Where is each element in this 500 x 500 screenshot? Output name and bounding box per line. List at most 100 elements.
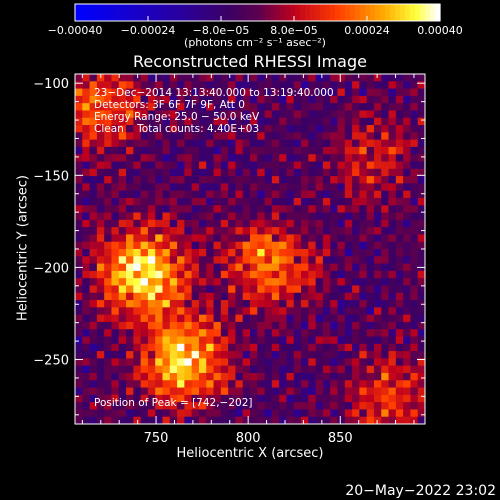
heatmap-cell [271,132,280,141]
heatmap-cell [220,314,229,323]
heatmap-cell [75,358,83,367]
heatmap-cell [381,132,389,141]
heatmap-cell [352,95,360,104]
heatmap-cell [75,146,83,155]
heatmap-cell [271,321,280,330]
heatmap-cell [308,416,317,425]
heatmap-cell [155,409,163,418]
heatmap-cell [417,285,426,294]
heatmap-cell [235,256,244,264]
heatmap-cell [250,197,258,206]
heatmap-cell [118,380,127,388]
heatmap-cell [388,292,397,301]
heatmap-cell [250,103,258,111]
heatmap-cell [147,81,156,89]
heatmap-cell [308,314,317,323]
heatmap-cell [242,125,251,133]
heatmap-cell [155,117,163,126]
heatmap-cell [89,241,98,250]
heatmap-cell [373,336,382,345]
heatmap-cell [381,161,389,170]
heatmap-cell [344,336,353,345]
heatmap-cell [169,74,178,82]
heatmap-cell [89,372,98,381]
heatmap-cell [155,110,163,119]
heatmap-cell [133,372,142,381]
heatmap-cell [403,270,411,279]
heatmap-cell [147,146,156,155]
heatmap-cell [126,314,134,323]
heatmap-cell [96,372,105,381]
heatmap-cell [213,358,222,367]
heatmap-cell [111,74,120,82]
colorbar-segment [200,4,206,21]
heatmap-cell [257,358,265,367]
heatmap-cell [206,227,214,235]
heatmap-cell [198,212,207,221]
heatmap-cell [344,380,353,388]
heatmap-cell [75,402,83,410]
heatmap-cell [271,125,280,133]
heatmap-cell [417,278,426,286]
heatmap-cell [191,329,200,337]
heatmap-cell [162,110,171,119]
heatmap-cell [82,95,90,104]
heatmap-cell [257,343,265,352]
heatmap-cell [89,270,98,279]
heatmap-cell [301,358,309,367]
heatmap-cell [147,117,156,126]
heatmap-cell [191,372,200,381]
heatmap-cell [177,314,185,323]
heatmap-cell [169,139,178,148]
heatmap-cell [373,256,382,264]
heatmap-cell [301,88,309,97]
heatmap-cell [322,365,331,374]
heatmap-cell [279,125,287,133]
heatmap-cell [301,125,309,133]
heatmap-cell [228,314,236,323]
heatmap-cell [381,402,389,410]
heatmap-cell [213,402,222,410]
heatmap-cell [96,402,105,410]
heatmap-cell [147,365,156,374]
heatmap-cell [264,234,273,243]
heatmap-cell [75,183,83,192]
heatmap-cell [228,380,236,388]
heatmap-cell [250,125,258,133]
heatmap-cell [279,292,287,301]
heatmap-cell [169,307,178,316]
heatmap-cell [250,394,258,403]
heatmap-cell [242,278,251,286]
heatmap-cell [250,321,258,330]
heatmap-cell [250,358,258,367]
heatmap-cell [228,336,236,345]
heatmap-cell [235,146,244,155]
heatmap-cell [410,256,419,264]
colorbar-segment [335,4,341,21]
heatmap-cell [344,402,353,410]
heatmap-cell [359,358,368,367]
heatmap-cell [322,95,331,104]
heatmap-cell [279,132,287,141]
heatmap-cell [228,416,236,425]
heatmap-cell [126,190,134,199]
heatmap-cell [279,227,287,235]
heatmap-cell [82,278,90,286]
heatmap-cell [381,227,389,235]
heatmap-cell [250,139,258,148]
heatmap-cell [359,81,368,89]
heatmap-cell [381,88,389,97]
heatmap-cell [381,358,389,367]
heatmap-cell [104,387,112,396]
heatmap-cell [126,329,134,337]
heatmap-cell [395,103,404,111]
heatmap-cell [162,321,171,330]
heatmap-cell [308,372,317,381]
heatmap-cell [184,402,193,410]
heatmap-cell [308,234,317,243]
heatmap-cell [337,416,346,425]
heatmap-cell [235,358,244,367]
heatmap-cell [279,212,287,221]
heatmap-cell [104,125,112,133]
heatmap-cell [366,249,375,257]
